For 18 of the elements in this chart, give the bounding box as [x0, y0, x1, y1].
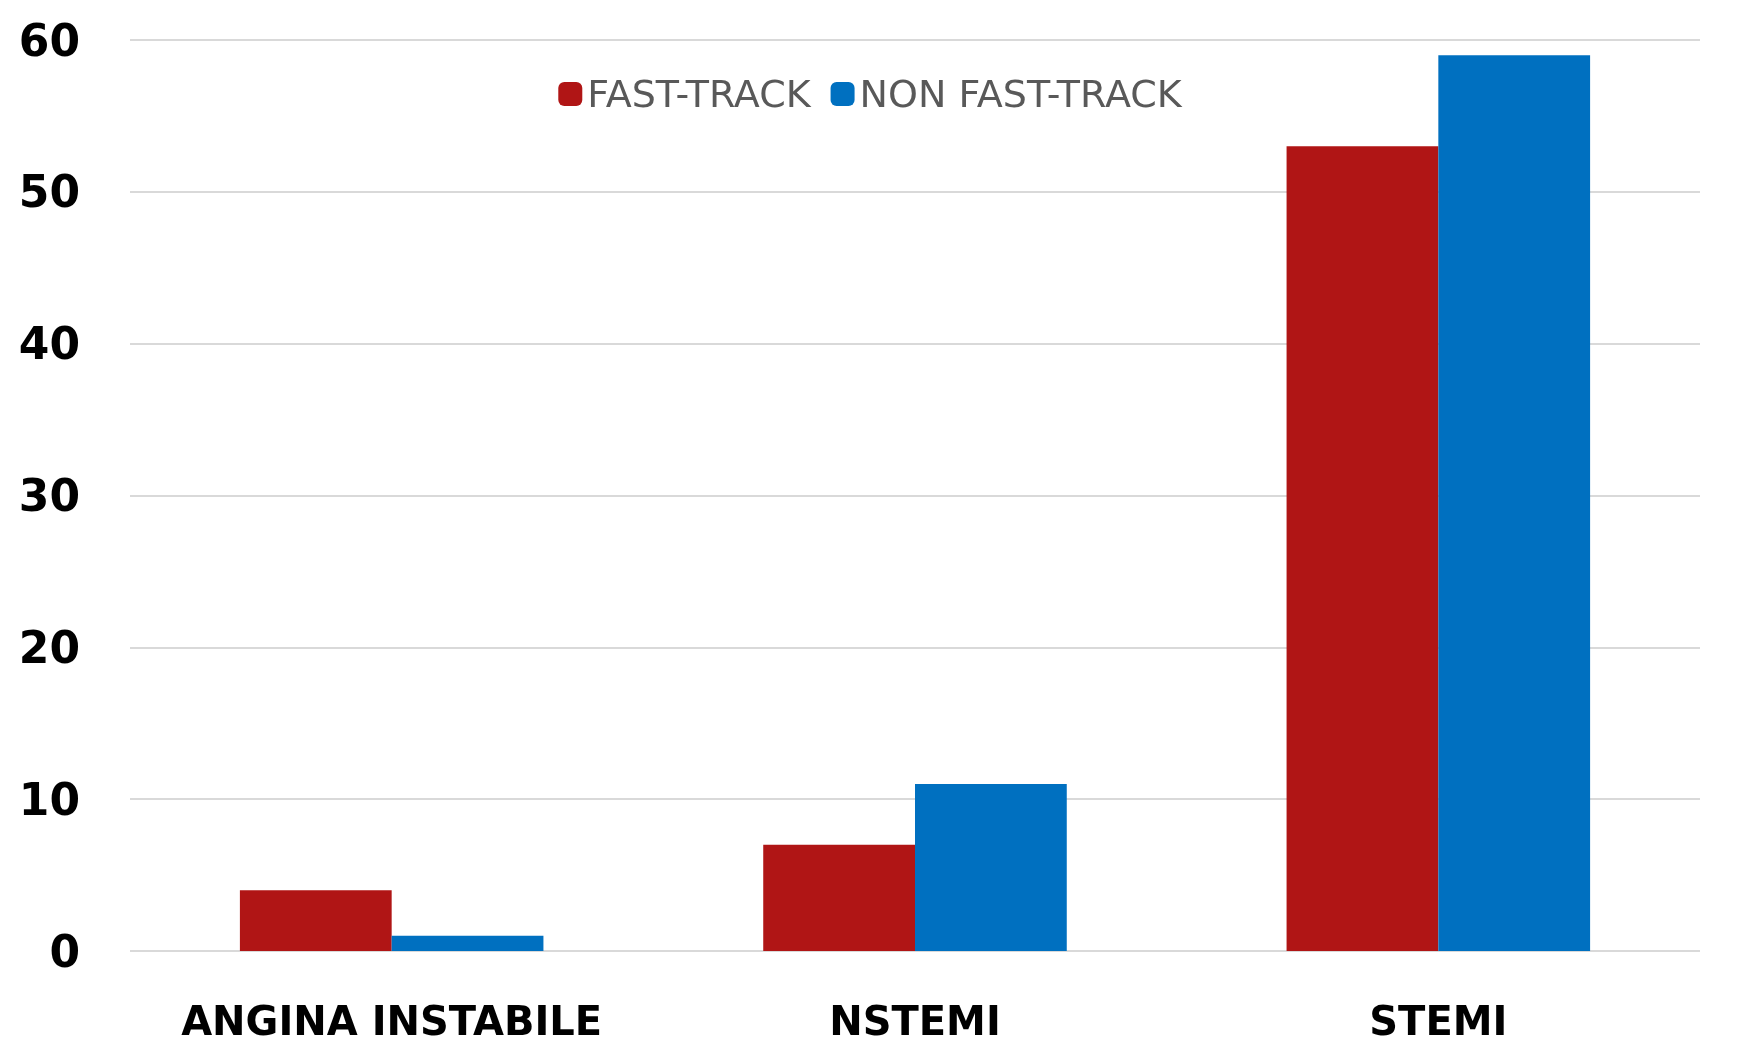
y-tick-label: 20 [18, 621, 80, 673]
legend-label: FAST-TRACK [587, 72, 812, 116]
bar [391, 935, 544, 951]
y-tick-label: 40 [18, 318, 80, 370]
x-tick-label: NSTEMI [829, 998, 1001, 1044]
y-tick-label: 30 [18, 470, 80, 521]
y-tick-label: 10 [18, 773, 80, 825]
y-tick-label: 0 [49, 925, 80, 977]
bar [1286, 146, 1439, 951]
bar [1438, 55, 1591, 951]
bar [763, 844, 915, 951]
x-tick-label: STEMI [1369, 998, 1508, 1044]
legend-label: NON FAST-TRACK [859, 72, 1183, 116]
x-tick-label: ANGINA INSTABILE [181, 998, 603, 1044]
bar [239, 890, 392, 951]
y-tick-label: 60 [18, 14, 80, 66]
bar [915, 783, 1067, 951]
y-tick-label: 50 [18, 166, 80, 218]
